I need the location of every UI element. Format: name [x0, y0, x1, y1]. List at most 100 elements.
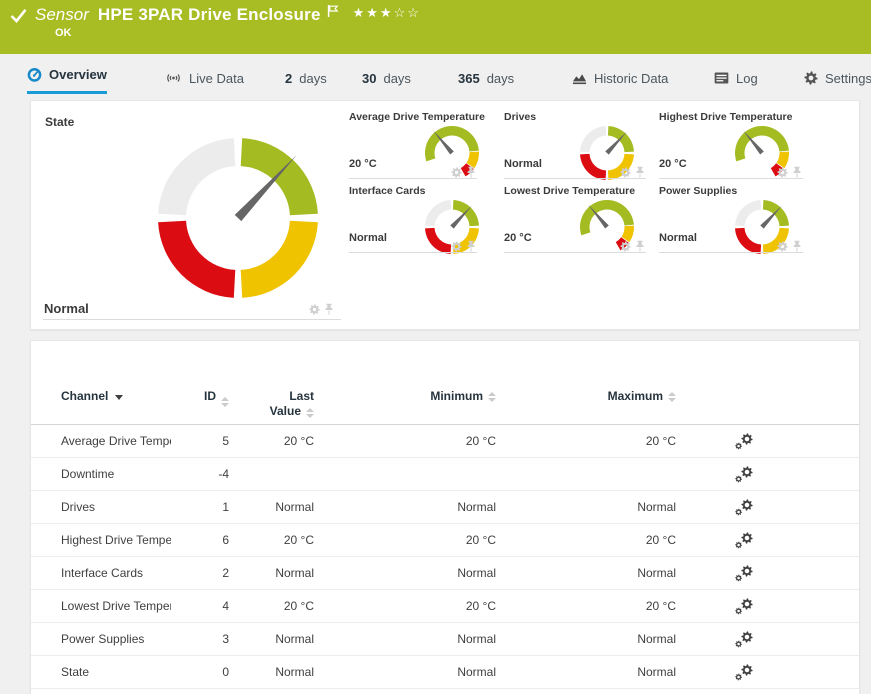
gear-icon[interactable]: [777, 241, 788, 252]
gauge-value: Normal: [349, 232, 387, 244]
cell-maximum: 20 °C: [496, 434, 676, 448]
sort-icon: [221, 397, 229, 407]
tab-label: Historic Data: [594, 71, 668, 86]
column-header-last-value[interactable]: Last Value: [229, 389, 314, 419]
gear-icon[interactable]: [777, 167, 788, 178]
cell-channel[interactable]: State: [31, 665, 171, 679]
cell-channel[interactable]: Lowest Drive Tempera...: [31, 599, 171, 613]
tab-live-data[interactable]: Live Data: [165, 62, 244, 94]
cell-minimum: Normal: [314, 632, 496, 646]
sort-icon: [488, 392, 496, 402]
tab-365-days[interactable]: 365days: [458, 62, 514, 94]
channel-settings-gears-icon[interactable]: [734, 565, 754, 582]
gear-icon[interactable]: [309, 304, 320, 315]
gauge-actions: [777, 240, 802, 252]
cell-id: 1: [171, 500, 229, 514]
gauge-title: Interface Cards: [349, 185, 425, 197]
pin-icon[interactable]: [635, 166, 645, 178]
table-row[interactable]: Average Drive Temper...520 °C20 °C20 °C: [31, 425, 859, 458]
cell-id: -4: [171, 467, 229, 481]
tab-2-days[interactable]: 2days: [285, 62, 327, 94]
gauge-title: Power Supplies: [659, 185, 737, 197]
cell-last-value: 20 °C: [229, 434, 314, 448]
channel-settings-gears-icon[interactable]: [734, 664, 754, 681]
tab-label: Live Data: [189, 71, 244, 86]
cell-last-value: Normal: [229, 665, 314, 679]
column-header-minimum[interactable]: Minimum: [314, 389, 496, 403]
pin-icon[interactable]: [792, 240, 802, 252]
gauge-icon: [27, 67, 42, 82]
historic-data-icon: [572, 71, 587, 85]
state-gauge-value: Normal: [44, 301, 89, 316]
cell-last-value: Normal: [229, 632, 314, 646]
cell-channel[interactable]: Power Supplies: [31, 632, 171, 646]
table-row[interactable]: Power Supplies3NormalNormalNormal: [31, 623, 859, 656]
sort-icon: [306, 408, 314, 418]
state-gauge-title: State: [45, 115, 74, 129]
channel-settings-gears-icon[interactable]: [734, 631, 754, 648]
column-header-channel[interactable]: Channel: [31, 389, 171, 403]
gauge-cell-lowest-drive-temperature: Lowest Drive Temperature20 °C: [504, 185, 650, 261]
live-data-icon: [165, 71, 182, 85]
channel-settings-gears-icon[interactable]: [734, 466, 754, 483]
cell-channel[interactable]: Drives: [31, 500, 171, 514]
tab-label: Overview: [49, 67, 107, 82]
cell-channel[interactable]: Downtime: [31, 467, 171, 481]
cell-channel[interactable]: Highest Drive Temper...: [31, 533, 171, 547]
cell-id: 2: [171, 566, 229, 580]
gauge-actions: [451, 240, 476, 252]
table-row[interactable]: Drives1NormalNormalNormal: [31, 491, 859, 524]
gear-icon[interactable]: [620, 167, 631, 178]
gear-icon[interactable]: [451, 167, 462, 178]
table-row[interactable]: Downtime-4: [31, 458, 859, 491]
pin-icon[interactable]: [635, 240, 645, 252]
priority-stars[interactable]: ★★★☆☆: [353, 5, 421, 21]
channel-settings-gears-icon[interactable]: [734, 499, 754, 516]
cell-maximum: Normal: [496, 632, 676, 646]
tab-overview[interactable]: Overview: [27, 62, 107, 94]
pin-icon[interactable]: [792, 166, 802, 178]
gauge-title: Drives: [504, 111, 536, 123]
gauge-cell-drives: DrivesNormal: [504, 111, 650, 187]
tab-historic-data[interactable]: Historic Data: [572, 62, 668, 94]
gauge-value: 20 °C: [659, 158, 687, 170]
cell-maximum: Normal: [496, 566, 676, 580]
pin-icon[interactable]: [466, 240, 476, 252]
gauge-cell-average-drive-temperature: Average Drive Temperature20 °C: [349, 111, 495, 187]
sensor-header-row: Sensor HPE 3PAR Drive Enclosure ★★★☆☆: [10, 5, 421, 25]
gauge-cell-highest-drive-temperature: Highest Drive Temperature20 °C: [659, 111, 805, 187]
state-gauge-actions: [309, 303, 334, 315]
tab-label: days: [299, 71, 326, 86]
table-row[interactable]: Highest Drive Temper...620 °C20 °C20 °C: [31, 524, 859, 557]
table-row[interactable]: Interface Cards2NormalNormalNormal: [31, 557, 859, 590]
prtg-sensor-page: Sensor HPE 3PAR Drive Enclosure ★★★☆☆ OK…: [0, 0, 871, 694]
tab-bar: Overview Live Data 2days 30 days 365days Histo…: [0, 54, 871, 94]
gauge-actions: [620, 240, 645, 252]
cell-maximum: Normal: [496, 665, 676, 679]
pin-icon[interactable]: [324, 303, 334, 315]
cell-maximum: 20 °C: [496, 599, 676, 613]
pin-icon[interactable]: [466, 166, 476, 178]
cell-channel[interactable]: Interface Cards: [31, 566, 171, 580]
tab-30-days[interactable]: 30 days: [362, 62, 411, 94]
cell-maximum: 20 °C: [496, 533, 676, 547]
tab-settings[interactable]: Settings: [804, 62, 871, 94]
flag-icon[interactable]: [327, 4, 339, 18]
column-header-id[interactable]: ID: [171, 389, 229, 406]
column-header-maximum[interactable]: Maximum: [496, 389, 676, 403]
tab-number: 30: [362, 71, 376, 86]
tab-label: days: [383, 71, 410, 86]
channel-settings-gears-icon[interactable]: [734, 433, 754, 450]
cell-channel[interactable]: Average Drive Temper...: [31, 434, 171, 448]
tab-log[interactable]: Log: [714, 62, 758, 94]
gear-icon[interactable]: [451, 241, 462, 252]
table-row[interactable]: State0NormalNormalNormal: [31, 656, 859, 689]
status-ok-check-icon: [10, 8, 27, 23]
table-row[interactable]: Lowest Drive Tempera...420 °C20 °C20 °C: [31, 590, 859, 623]
sensor-title: HPE 3PAR Drive Enclosure: [98, 5, 321, 25]
log-icon: [714, 72, 729, 84]
gauges-panel: State Normal Average Drive Temperature20…: [30, 100, 860, 330]
channel-settings-gears-icon[interactable]: [734, 532, 754, 549]
gear-icon[interactable]: [620, 241, 631, 252]
channel-settings-gears-icon[interactable]: [734, 598, 754, 615]
